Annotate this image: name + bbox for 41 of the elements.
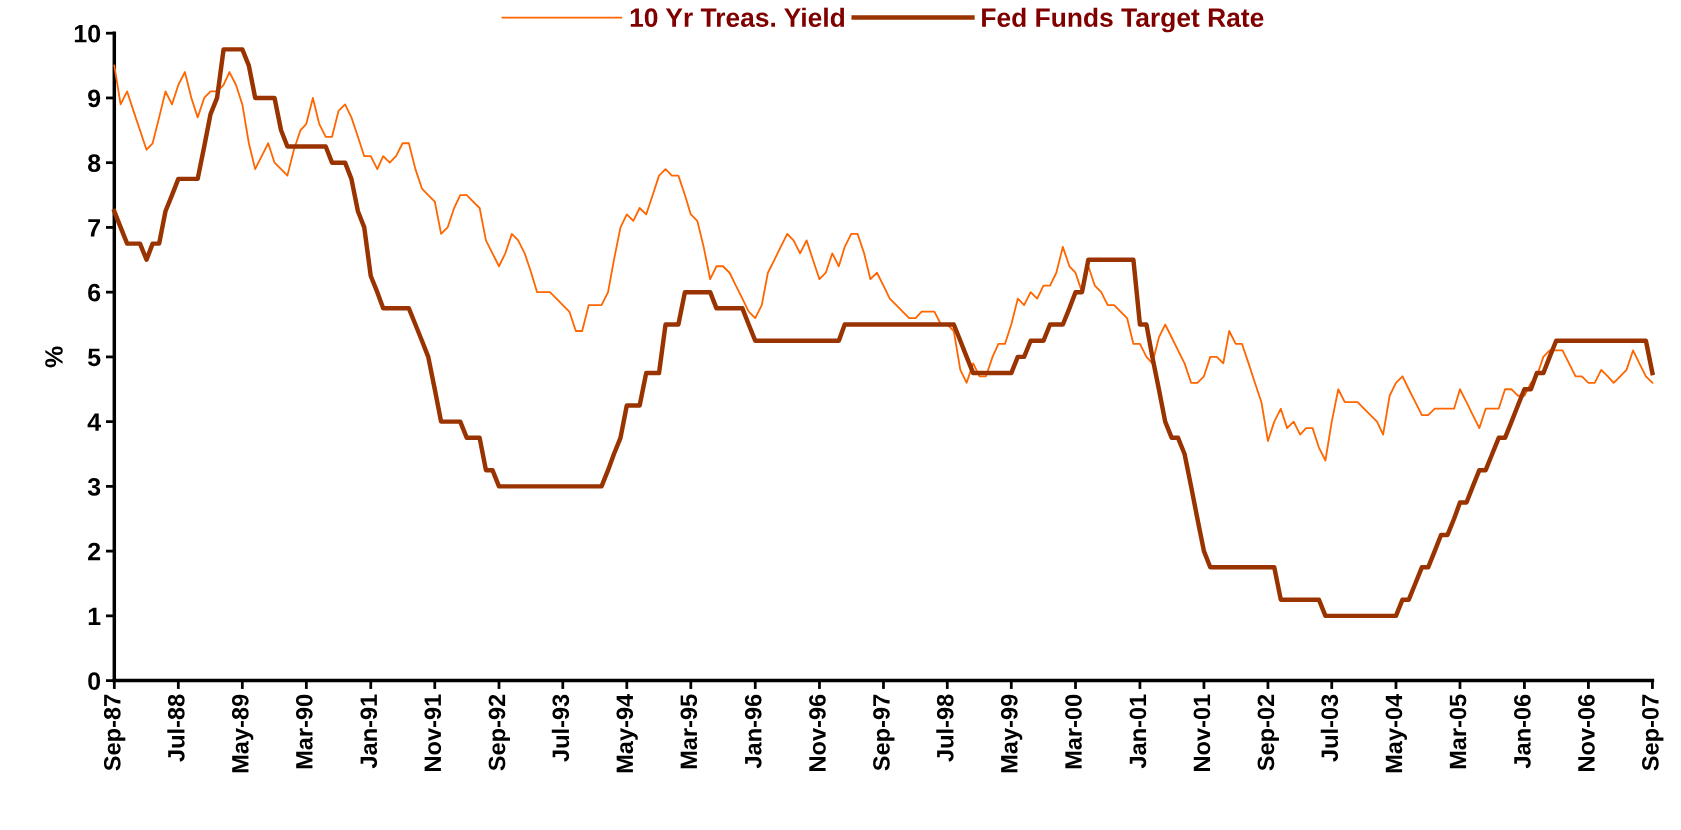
x-tick-label: Jul-98 xyxy=(936,694,954,762)
y-tick-label: 2 xyxy=(88,542,101,561)
x-tick-label: Nov-96 xyxy=(809,694,826,771)
y-tick-label: 7 xyxy=(88,219,101,237)
x-tick-label: Mar-95 xyxy=(680,694,698,769)
x-tick-label: May-99 xyxy=(1000,694,1023,773)
x-tick-label: Nov-01 xyxy=(1193,694,1211,771)
line-series xyxy=(113,64,1654,462)
y-tick-label: 6 xyxy=(88,283,101,302)
y-tick-label: 4 xyxy=(87,413,101,431)
x-tick-label: Nov-91 xyxy=(424,694,442,771)
x-tick-label: Jan-91 xyxy=(360,694,378,769)
legend-label: 10 Yr Treas. Yield xyxy=(630,7,845,28)
y-tick-label: 3 xyxy=(87,477,101,496)
x-tick-label: Nov-06 xyxy=(1578,694,1595,771)
x-tick-label: Jan-01 xyxy=(1129,694,1147,769)
x-tick-label: Mar-05 xyxy=(1449,694,1467,769)
legend-label: Fed Funds Target Rate xyxy=(982,7,1264,33)
x-tick-label: Sep-92 xyxy=(488,694,510,771)
x-tick-label: May-04 xyxy=(1385,693,1407,773)
x-tick-label: Jul-88 xyxy=(167,694,185,762)
y-tick-label: 0 xyxy=(88,672,101,690)
line-series xyxy=(112,47,1655,619)
y-tick-label: 10 xyxy=(74,24,101,43)
x-tick-label: May-89 xyxy=(231,694,254,773)
x-tick-label: Sep-87 xyxy=(103,694,126,771)
x-tick-label: Sep-07 xyxy=(1642,694,1664,771)
x-tick-label: Sep-97 xyxy=(873,694,895,771)
x-tick-label: Jul-93 xyxy=(551,694,570,762)
y-tick-label: 5 xyxy=(87,348,101,367)
x-tick-label: Jul-03 xyxy=(1320,694,1339,762)
y-tick-label: 9 xyxy=(88,89,101,108)
y-tick-label: 1 xyxy=(88,607,101,625)
y-axis-title: % xyxy=(45,346,63,368)
x-tick-label: Jan-06 xyxy=(1514,694,1531,769)
x-tick-label: Jan-96 xyxy=(744,694,762,769)
x-tick-label: Mar-90 xyxy=(295,694,313,769)
x-tick-label: Sep-02 xyxy=(1257,694,1279,771)
x-tick-label: May-94 xyxy=(616,693,638,773)
y-tick-label: 8 xyxy=(88,154,101,172)
x-tick-label: Mar-00 xyxy=(1065,694,1082,769)
